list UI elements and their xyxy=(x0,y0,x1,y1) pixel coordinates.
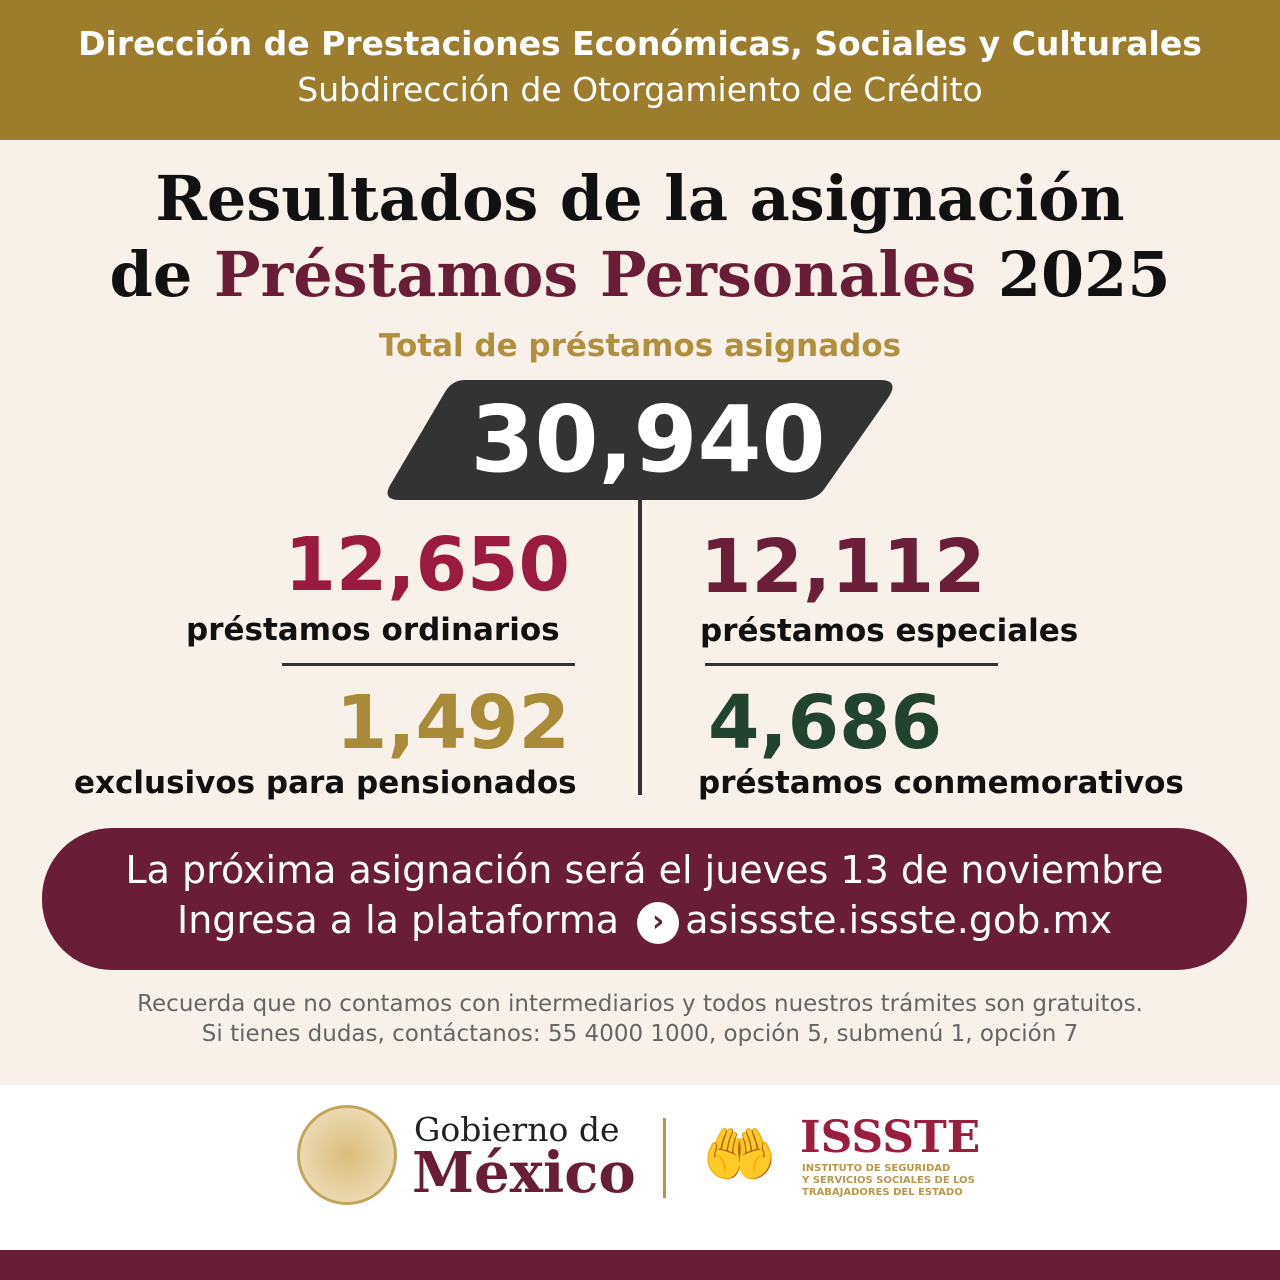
mexico-seal-logo xyxy=(297,1105,397,1205)
divider xyxy=(282,663,575,666)
chevron-right-icon: › xyxy=(637,901,680,944)
platform-line: Ingresa a la plataforma › asissste.issste… xyxy=(42,898,1247,944)
title-accent: Préstamos Personales xyxy=(213,238,977,311)
platform-prefix: Ingresa a la plataforma xyxy=(177,898,620,942)
stat-conmemorativos-value: 4,686 xyxy=(708,680,943,766)
header-line2: Subdirección de Otorgamiento de Crédito xyxy=(297,70,983,109)
title-year: 2025 xyxy=(997,238,1171,311)
issste-logo-text: ISSSTE xyxy=(800,1112,981,1163)
title-prefix: de xyxy=(109,238,193,311)
total-label: Total de préstamos asignados xyxy=(378,328,902,364)
divider-vertical xyxy=(638,500,642,795)
issste-description: INSTITUTO DE SEGURIDAD Y SERVICIOS SOCIA… xyxy=(802,1163,975,1198)
stat-conmemorativos-label: préstamos conmemorativos xyxy=(698,765,1184,801)
total-value: 30,940 xyxy=(470,386,826,493)
stat-ordinarios-label: préstamos ordinarios xyxy=(186,612,560,648)
header-line1: Dirección de Prestaciones Económicas, So… xyxy=(78,24,1202,63)
logo-divider xyxy=(663,1118,666,1198)
total-badge: 30,940 xyxy=(385,380,895,500)
gob-line2: México xyxy=(412,1140,636,1206)
bottom-bar xyxy=(0,1250,1280,1280)
next-assignment-banner: La próxima asignación será el jueves 13 … xyxy=(42,828,1247,970)
stat-pensionados-label: exclusivos para pensionados xyxy=(74,765,577,801)
stat-pensionados-value: 1,492 xyxy=(335,680,570,766)
page-title-line2: de Préstamos Personales 2025 xyxy=(0,238,1280,311)
gob-line1: Gobierno de xyxy=(414,1110,620,1149)
badge-shape xyxy=(387,380,893,500)
next-assignment-text: La próxima asignación será el jueves 13 … xyxy=(125,848,1164,892)
note-line1: Recuerda que no contamos con intermediar… xyxy=(137,991,1143,1017)
page-title-line1: Resultados de la asignación xyxy=(155,162,1125,235)
divider xyxy=(705,663,998,666)
platform-link[interactable]: asissste.issste.gob.mx xyxy=(685,898,1112,942)
footer xyxy=(0,1085,1280,1250)
note-line2: Si tienes dudas, contáctanos: 55 4000 10… xyxy=(201,1021,1079,1047)
stat-especiales-value: 12,112 xyxy=(700,524,986,610)
header-banner: Dirección de Prestaciones Económicas, So… xyxy=(0,0,1280,140)
stat-ordinarios-value: 12,650 xyxy=(284,522,570,608)
issste-hands-icon: 🤲 xyxy=(702,1120,777,1190)
stat-especiales-label: préstamos especiales xyxy=(700,613,1079,649)
